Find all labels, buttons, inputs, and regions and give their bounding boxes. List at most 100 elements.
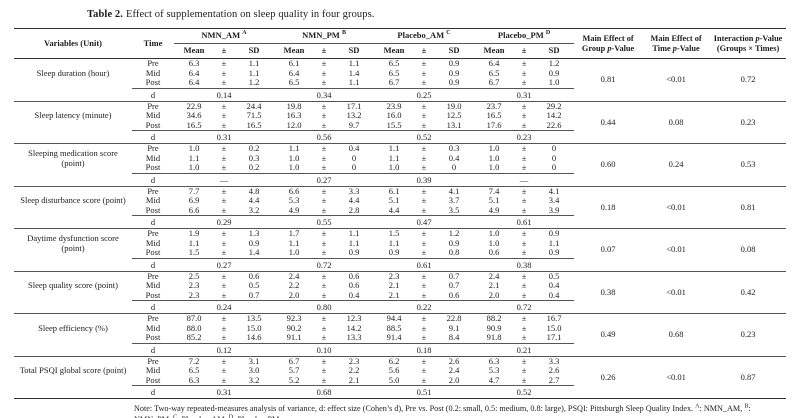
sd-value: 0.5 bbox=[248, 280, 260, 290]
mean-value: 6.7 bbox=[274, 355, 315, 366]
plus-minus-symbol: ± bbox=[421, 332, 427, 342]
time-label: Mid bbox=[145, 152, 161, 163]
plus-minus-symbol: ± bbox=[214, 100, 234, 111]
sd-value: 3.9 bbox=[548, 204, 560, 215]
mean-value: 6.3 bbox=[474, 355, 515, 366]
effect-size-value: 0.52 bbox=[374, 130, 475, 144]
mean-value: 12.0 bbox=[286, 119, 302, 130]
mean-value: 2.0 bbox=[288, 289, 300, 300]
table-caption: Table 2. Effect of supplementation on sle… bbox=[87, 9, 786, 20]
mean-value: 91.1 bbox=[286, 332, 302, 342]
mean-value: 1.1 bbox=[374, 143, 415, 154]
col-subheader-mean: Mean bbox=[174, 43, 214, 59]
time-label: Pre bbox=[132, 58, 174, 69]
col-header-effect-0: Main Effect of Group p-Value bbox=[574, 28, 643, 59]
sd-value: 0.9 bbox=[548, 67, 560, 78]
time-label: Post bbox=[145, 289, 161, 300]
mean-value: 6.5 bbox=[288, 77, 300, 87]
mean-value: 23.7 bbox=[474, 100, 515, 111]
sd-value: 4.4 bbox=[248, 195, 260, 205]
effect-size-value: 0.21 bbox=[474, 342, 575, 356]
mean-value: 1.0 bbox=[188, 162, 200, 172]
plus-minus-symbol: ± bbox=[321, 365, 327, 375]
mean-value: 1.0 bbox=[474, 228, 515, 239]
note-superscript: C bbox=[173, 413, 178, 418]
note-superscript: A bbox=[695, 403, 700, 410]
mean-value: 16.5 bbox=[186, 119, 202, 130]
sd-value: 3.1 bbox=[234, 355, 275, 366]
effect-size-value: 0.72 bbox=[274, 257, 375, 271]
mean-value: 2.1 bbox=[488, 280, 500, 290]
plus-minus-symbol: ± bbox=[221, 280, 227, 290]
sd-value: 13.5 bbox=[234, 313, 275, 324]
mean-value: 1.0 bbox=[174, 143, 214, 154]
effect-size-value: 0.31 bbox=[174, 130, 275, 144]
sd-value: 71.5 bbox=[246, 110, 262, 120]
mean-value: 2.3 bbox=[188, 280, 200, 290]
sd-value: 3.2 bbox=[248, 204, 260, 215]
plus-minus-symbol: ± bbox=[321, 237, 327, 248]
mean-value: 34.6 bbox=[186, 110, 202, 120]
time-label: Pre bbox=[132, 100, 174, 111]
sd-value: 16.7 bbox=[534, 313, 575, 324]
sd-value: 14.2 bbox=[346, 322, 362, 333]
group-superscript: D bbox=[545, 30, 551, 37]
mean-value: 2.3 bbox=[188, 289, 200, 300]
time-label: Post bbox=[145, 77, 161, 87]
mean-value: 2.2 bbox=[288, 280, 300, 290]
plus-minus-symbol: ± bbox=[314, 100, 335, 111]
time-label: Mid bbox=[145, 195, 161, 205]
mean-value: 1.0 bbox=[488, 237, 500, 248]
p-time-value: <0.01 bbox=[642, 228, 711, 271]
effect-size-value: — bbox=[474, 172, 575, 186]
group-superscript: C bbox=[446, 30, 451, 37]
plus-minus-symbol: ± bbox=[214, 58, 234, 69]
col-subheader-mean: Mean bbox=[374, 43, 415, 59]
plus-minus-symbol: ± bbox=[214, 270, 234, 281]
mean-value: 1.1 bbox=[288, 237, 300, 248]
plus-minus-symbol: ± bbox=[414, 313, 435, 324]
plus-minus-symbol: ± bbox=[421, 204, 427, 215]
p-group-value: 0.26 bbox=[574, 355, 643, 399]
p-interaction-value: 0.81 bbox=[710, 185, 787, 229]
sd-value: 0.8 bbox=[448, 247, 460, 257]
sd-value: 0.4 bbox=[348, 289, 360, 300]
plus-minus-symbol: ± bbox=[514, 185, 535, 196]
p-time-value: <0.01 bbox=[642, 58, 711, 101]
col-header-effect-1: Main Effect of Time p-Value bbox=[642, 28, 711, 59]
sd-value: 1.2 bbox=[434, 228, 475, 239]
mean-value: 2.1 bbox=[388, 280, 400, 290]
mean-value: 2.1 bbox=[388, 289, 400, 300]
mean-value: 22.9 bbox=[174, 100, 214, 111]
sd-value: 0.2 bbox=[234, 143, 275, 154]
sd-value: 1.1 bbox=[348, 77, 360, 87]
sd-value: 1.1 bbox=[548, 237, 560, 248]
plus-minus-symbol: ± bbox=[321, 332, 327, 342]
effect-size-value: 0.51 bbox=[374, 385, 475, 399]
mean-value: 6.7 bbox=[488, 77, 500, 87]
plus-minus-symbol: ± bbox=[514, 355, 535, 366]
sd-value: 0.4 bbox=[334, 143, 375, 154]
effect-size-value: 0.31 bbox=[474, 87, 575, 101]
plus-minus-symbol: ± bbox=[414, 355, 435, 366]
plus-minus-symbol: ± bbox=[421, 195, 427, 205]
effect-size-value: 0.10 bbox=[274, 342, 375, 356]
time-label: Pre bbox=[132, 185, 174, 196]
sd-value: 3.3 bbox=[534, 355, 575, 366]
sd-value: 0.3 bbox=[434, 143, 475, 154]
variable-label: Sleep efficiency (%) bbox=[14, 313, 132, 343]
mean-value: 6.6 bbox=[274, 185, 315, 196]
plus-minus-symbol: ± bbox=[214, 185, 234, 196]
sd-value: 9.1 bbox=[448, 322, 460, 333]
p-group-value: 0.38 bbox=[574, 270, 643, 314]
plus-minus-symbol: ± bbox=[514, 143, 535, 154]
plus-minus-symbol: ± bbox=[214, 313, 234, 324]
plus-minus-symbol: ± bbox=[221, 67, 227, 78]
mean-value: 85.2 bbox=[186, 332, 202, 342]
caption-label: Table 2. bbox=[87, 9, 124, 20]
plus-minus-symbol: ± bbox=[521, 280, 527, 290]
plus-minus-symbol: ± bbox=[221, 195, 227, 205]
mean-value: 6.5 bbox=[488, 67, 500, 78]
sd-value: 0.4 bbox=[448, 152, 460, 163]
sd-value: 4.1 bbox=[434, 185, 475, 196]
